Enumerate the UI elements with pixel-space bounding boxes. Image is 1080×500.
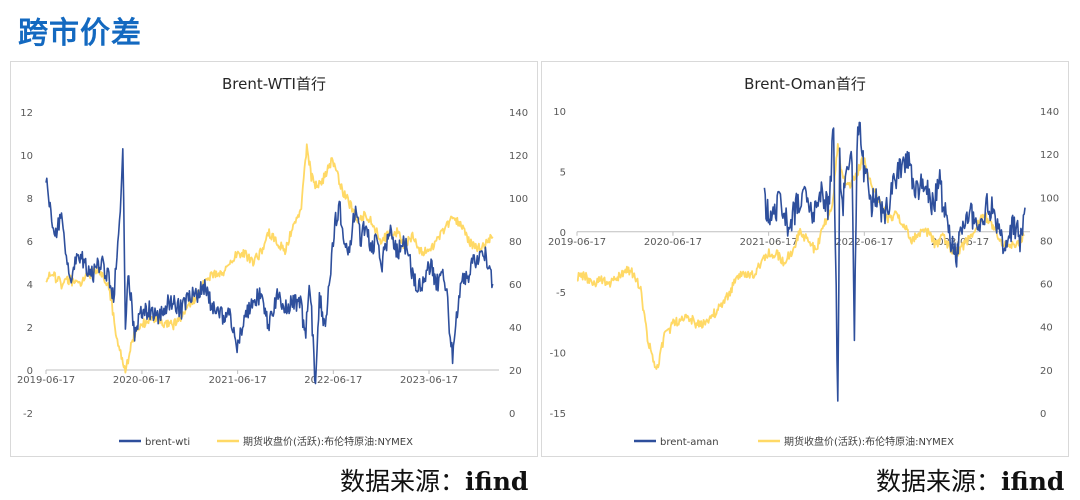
chart-brent-wti: Brent-WTI首行-2024681012020406080100120140… xyxy=(17,75,528,448)
y-left-tick-label: 5 xyxy=(560,167,566,178)
y-right-tick-label: 0 xyxy=(1040,409,1046,420)
legend-label: 期货收盘价(活跃):布伦特原油:NYMEX xyxy=(784,435,954,448)
y-right-tick-label: 60 xyxy=(509,280,522,291)
chart-panel-brent-oman: Brent-Oman首行 -15 -10 -5 0 5 10 0 20 40 60 80 100 120 1… xyxy=(541,61,1069,457)
y-left-tick-label: 4 xyxy=(27,280,33,291)
x-tick-label: 2020-06-17 xyxy=(644,237,702,248)
y-left-tick-label: 0 xyxy=(560,228,566,239)
y-left-tick-label: -2 xyxy=(23,409,33,420)
y-left-tick-label: 2 xyxy=(27,323,33,334)
y-right-tick-label: 20 xyxy=(509,366,522,377)
data-source-label: 数据来源： xyxy=(876,467,1002,496)
y-left-tick-label: 12 xyxy=(20,108,33,119)
series-line-brent-price xyxy=(576,143,1025,370)
y-left-tick-label: -10 xyxy=(550,349,566,360)
x-tick-label: 2022-06-17 xyxy=(304,375,362,386)
y-right-tick-label: 100 xyxy=(509,194,528,205)
legend-label: brent-aman xyxy=(660,437,719,448)
data-source-right: 数据来源：ifind xyxy=(876,462,1064,498)
y-left-tick-label: 10 xyxy=(20,151,33,162)
chart-panel-brent-wti: Brent-WTI首行 -2 0 2 4 6 8 10 12 0 20 40 60 80 100 120 140… xyxy=(10,61,538,457)
x-tick-label: 2019-06-17 xyxy=(17,375,75,386)
x-tick-label: 2023-06-17 xyxy=(400,375,458,386)
y-left-tick-label: 10 xyxy=(553,107,566,118)
y-right-tick-label: 100 xyxy=(1040,193,1059,204)
x-tick-label: 2020-06-17 xyxy=(113,375,171,386)
x-tick-label: 2021-06-17 xyxy=(740,237,798,248)
y-right-tick-label: 140 xyxy=(509,108,528,119)
x-tick-label: 2019-06-17 xyxy=(548,237,606,248)
y-left-tick-label: -15 xyxy=(550,409,566,420)
x-tick-label: 2023-06-17 xyxy=(931,237,989,248)
legend-label: 期货收盘价(活跃):布伦特原油:NYMEX xyxy=(243,435,413,448)
y-right-tick-label: 40 xyxy=(1040,323,1053,334)
y-left-tick-label: 0 xyxy=(27,366,33,377)
y-right-tick-label: 80 xyxy=(509,237,522,248)
data-source-left: 数据来源：ifind xyxy=(340,462,528,498)
chart-title: Brent-WTI首行 xyxy=(222,75,326,93)
y-right-tick-label: 20 xyxy=(1040,366,1053,377)
y-right-tick-label: 120 xyxy=(1040,150,1059,161)
x-tick-label: 2022-06-17 xyxy=(835,237,893,248)
data-source-value: ifind xyxy=(1001,467,1065,496)
series-line-spread xyxy=(763,121,1026,402)
series-line-brent-price xyxy=(45,143,494,374)
y-right-tick-label: 60 xyxy=(1040,280,1053,291)
legend-label: brent-wti xyxy=(145,437,190,448)
y-right-tick-label: 0 xyxy=(509,409,515,420)
data-source-label: 数据来源： xyxy=(340,467,466,496)
chart-brent-oman: Brent-Oman首行-15-10-505100204060801001201… xyxy=(548,75,1059,448)
y-right-tick-label: 120 xyxy=(509,151,528,162)
y-left-tick-label: -5 xyxy=(556,288,566,299)
data-source-value: ifind xyxy=(465,467,529,496)
x-tick-label: 2021-06-17 xyxy=(209,375,267,386)
y-right-tick-label: 140 xyxy=(1040,107,1059,118)
series-line-spread xyxy=(45,148,494,385)
y-left-tick-label: 8 xyxy=(27,194,33,205)
y-right-tick-label: 40 xyxy=(509,323,522,334)
y-right-tick-label: 80 xyxy=(1040,236,1053,247)
page-title: 跨市价差 xyxy=(18,16,142,51)
chart-title: Brent-Oman首行 xyxy=(744,75,866,93)
y-left-tick-label: 6 xyxy=(27,237,33,248)
